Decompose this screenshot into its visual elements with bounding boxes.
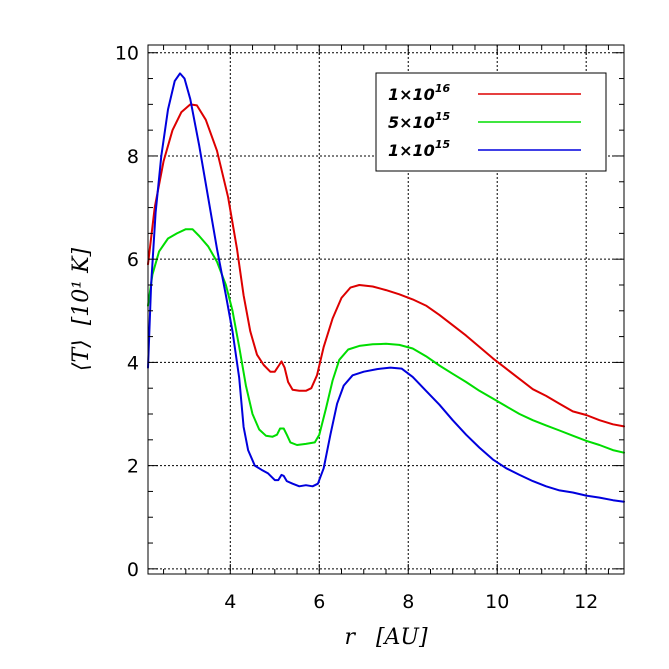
y-tick-label: 2	[127, 456, 139, 478]
x-tick-label: 6	[313, 591, 325, 613]
series-line	[147, 103, 625, 428]
legend-label: 1×1015	[388, 138, 450, 160]
y-tick-label: 8	[127, 146, 139, 168]
series-line	[147, 228, 625, 454]
x-tick-label: 10	[485, 591, 509, 613]
y-tick-label: 0	[127, 559, 139, 581]
legend-label: 5×1015	[388, 110, 450, 132]
axis-ticks	[148, 45, 624, 574]
y-tick-label: 6	[127, 249, 139, 271]
legend: 1×1016 5×1015 1×1015	[375, 72, 607, 172]
x-tick-labels: 4 6 8 10 12	[224, 591, 598, 613]
y-tick-label: 10	[115, 43, 139, 65]
y-tick-labels: 0 2 4 6 8 10	[115, 43, 139, 581]
y-axis-label: ⟨T⟩ [10¹ K]	[69, 247, 94, 371]
legend-label: 1×1016	[388, 82, 450, 104]
series-line	[147, 72, 625, 503]
x-tick-label: 4	[224, 591, 236, 613]
x-tick-label: 8	[402, 591, 414, 613]
x-axis-label: r [AU]	[344, 625, 428, 650]
y-tick-label: 4	[127, 352, 139, 374]
x-tick-label: 12	[574, 591, 598, 613]
series-layer	[147, 72, 625, 503]
